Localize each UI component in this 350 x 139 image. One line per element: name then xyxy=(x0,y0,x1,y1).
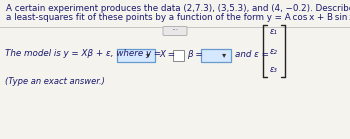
Bar xyxy=(201,49,231,61)
Text: and ε =: and ε = xyxy=(235,50,269,59)
Text: The model is y = Xβ + ε, where y =: The model is y = Xβ + ε, where y = xyxy=(5,49,161,59)
FancyBboxPatch shape xyxy=(163,27,187,35)
Text: β =: β = xyxy=(187,50,203,59)
Bar xyxy=(173,49,184,60)
Text: ε₁: ε₁ xyxy=(270,28,278,37)
Text: ε₃: ε₃ xyxy=(270,65,278,75)
Text: X =: X = xyxy=(159,50,175,59)
Text: A certain experiment produces the data (2,7.3), (3,5.3), and (4, −0.2). Describe: A certain experiment produces the data (… xyxy=(6,4,350,13)
Text: ▾: ▾ xyxy=(146,50,150,59)
Text: ▾: ▾ xyxy=(222,50,226,59)
Bar xyxy=(117,49,155,61)
Text: ···: ··· xyxy=(172,26,178,35)
Text: (Type an exact answer.): (Type an exact answer.) xyxy=(5,77,105,86)
Text: a least-squares fit of these points by a function of the form y = A cos x + B si: a least-squares fit of these points by a… xyxy=(6,13,350,22)
Text: ε₂: ε₂ xyxy=(270,47,278,55)
